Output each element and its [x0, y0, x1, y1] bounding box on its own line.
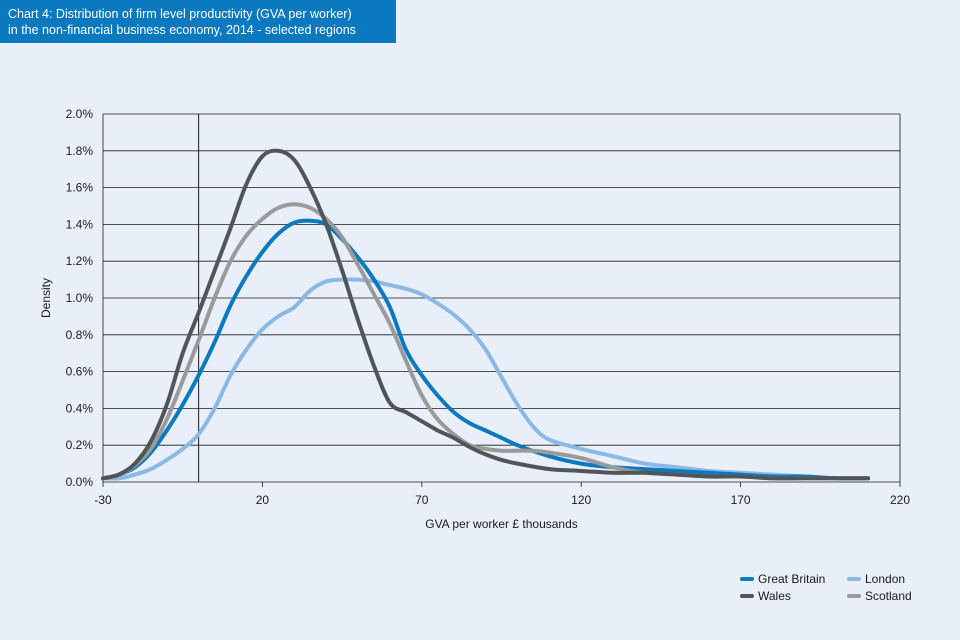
legend-swatch-wales — [740, 594, 754, 598]
legend-swatch-scotland — [847, 594, 861, 598]
x-tick-label: 70 — [415, 493, 429, 507]
x-tick-label: 20 — [256, 493, 270, 507]
x-tick-label: 170 — [731, 493, 751, 507]
x-axis-title: GVA per worker £ thousands — [425, 517, 578, 531]
legend-item-wales: Wales — [740, 589, 791, 603]
y-tick-label: 0.0% — [66, 475, 94, 489]
chart-title-line-2: in the non-financial business economy, 2… — [8, 23, 356, 37]
chart-title-line-1: Chart 4: Distribution of firm level prod… — [8, 7, 352, 21]
y-tick-label: 0.2% — [66, 438, 94, 452]
legend-label-wales: Wales — [758, 589, 791, 603]
legend-label-scotland: Scotland — [865, 589, 912, 603]
y-tick-label: 1.0% — [66, 291, 94, 305]
series-line-wales — [101, 148, 871, 481]
y-tick-label: 1.8% — [66, 144, 94, 158]
y-tick-label: 1.4% — [66, 217, 94, 231]
y-axis-title: Density — [39, 278, 53, 318]
legend-label-london: London — [865, 572, 906, 586]
y-tick-label: 2.0% — [66, 107, 94, 121]
legend-label-great-britain: Great Britain — [758, 572, 826, 586]
y-tick-label: 0.6% — [66, 365, 94, 379]
chart-title: Chart 4: Distribution of firm level prod… — [0, 0, 396, 43]
legend-swatch-london — [847, 577, 861, 581]
legend-item-great-britain: Great Britain — [740, 572, 825, 586]
series-line-great-britain — [101, 218, 871, 481]
series-line-scotland — [101, 202, 871, 481]
legend-item-scotland: Scotland — [847, 589, 912, 603]
x-tick-label: 220 — [890, 493, 910, 507]
y-tick-label: 0.4% — [66, 401, 94, 415]
legend-item-london: London — [847, 572, 905, 586]
x-tick-label: 120 — [571, 493, 591, 507]
y-tick-label: 0.8% — [66, 328, 94, 342]
legend-swatch-great-britain — [740, 577, 754, 581]
y-tick-label: 1.2% — [66, 254, 94, 268]
series-line-london — [101, 277, 871, 481]
x-tick-label: -30 — [94, 493, 112, 507]
y-tick-label: 1.6% — [66, 181, 94, 195]
